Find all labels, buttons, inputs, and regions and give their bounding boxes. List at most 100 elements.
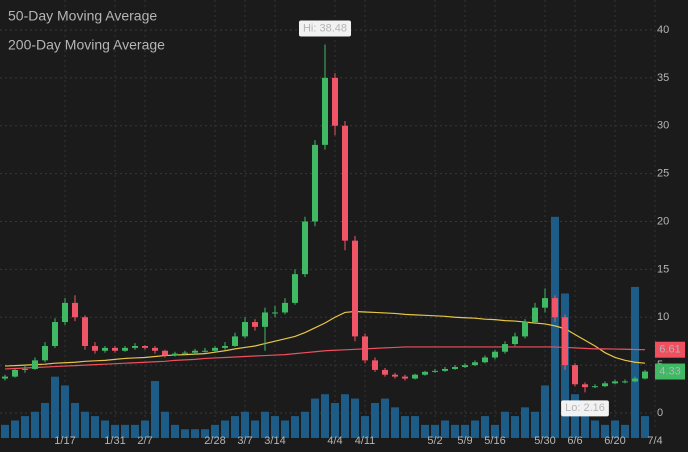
volume-bar [41, 402, 49, 438]
candle-body [622, 381, 628, 383]
price-tag-text: 6.61 [659, 344, 680, 356]
candle-body [392, 374, 398, 377]
volume-bar [271, 416, 279, 438]
volume-bar [601, 424, 609, 438]
volume-bar [11, 420, 19, 438]
low-annotation-box [561, 400, 609, 417]
candle-body [252, 322, 258, 327]
candle-body [412, 374, 418, 379]
candle-body [472, 362, 478, 366]
candle-body [612, 381, 618, 384]
volume-bar [181, 429, 189, 438]
volume-bar [501, 411, 509, 438]
volume-bar [121, 424, 129, 438]
y-tick-label: 0 [657, 407, 663, 419]
volume-bar [321, 394, 329, 438]
candle-body [262, 312, 268, 327]
y-tick-label: 20 [657, 215, 669, 227]
candle-body [222, 345, 228, 348]
candle-body [452, 367, 458, 369]
candle-body [342, 125, 348, 241]
x-tick-label: 4/4 [327, 435, 342, 447]
volume-bar [341, 394, 349, 438]
volume-bar [61, 385, 69, 438]
volume-bar [331, 402, 339, 438]
low-annotation: Lo: 2.16 [561, 400, 609, 417]
volume-bar [541, 385, 549, 438]
high-annotation: Hi: 38.48 [298, 20, 352, 37]
candle-body [232, 336, 238, 346]
price-tag [655, 363, 685, 380]
volume-bar [31, 411, 39, 438]
volume-bar [621, 424, 629, 438]
candle-body [322, 77, 328, 145]
y-tick-label: 40 [657, 24, 669, 36]
candle-body [92, 345, 98, 351]
candle-body [242, 322, 248, 337]
candle-body [112, 347, 118, 351]
ma-layer [4, 310, 646, 370]
candle-body [212, 347, 218, 351]
volume-bar [441, 420, 449, 438]
label-layer: 05101520253035401/171/312/72/283/73/144/… [8, 8, 685, 447]
candle-body [592, 386, 598, 388]
volume-bar [361, 416, 369, 438]
candle-body [482, 357, 488, 363]
candle-body [2, 376, 8, 379]
volume-bar [281, 420, 289, 438]
x-tick-label: 1/17 [54, 435, 75, 447]
candle-body [632, 378, 638, 382]
volume-bar [451, 424, 459, 438]
volume-bar [551, 216, 559, 438]
candle-body [462, 365, 468, 368]
x-tick-label: 3/7 [237, 435, 252, 447]
volume-bar [351, 398, 359, 438]
candle-body [202, 350, 208, 352]
candle-body [22, 368, 28, 370]
candle-body [362, 336, 368, 361]
volume-bar [401, 416, 409, 438]
candle-body [532, 307, 538, 323]
volume-bar [201, 429, 209, 438]
x-tick-label: 2/28 [204, 435, 225, 447]
volume-bar [381, 398, 389, 438]
candle-body [492, 351, 498, 358]
volume-bar [71, 402, 79, 438]
volume-bar [481, 416, 489, 438]
price-tag-text: 4.33 [659, 365, 680, 377]
candle-body [602, 383, 608, 387]
volume-bar [511, 416, 519, 438]
volume-bar [101, 420, 109, 438]
candle-body [122, 347, 128, 351]
x-tick-label: 5/30 [534, 435, 555, 447]
candle-body [182, 352, 188, 354]
high-annotation-box [298, 20, 352, 37]
low-annotation-text: Lo: 2.16 [565, 402, 605, 414]
volume-bar [171, 424, 179, 438]
candle-body [332, 77, 338, 126]
candle-body [432, 370, 438, 372]
y-tick-label: 25 [657, 168, 669, 180]
volume-bar [471, 420, 479, 438]
volume-bar [91, 416, 99, 438]
x-tick-label: 1/31 [104, 435, 125, 447]
volume-bar [641, 416, 649, 438]
candle-body [382, 369, 388, 375]
candle-body [512, 336, 518, 345]
candle-body [352, 240, 358, 337]
candle-body [172, 353, 178, 356]
candle-body [312, 144, 318, 222]
high-annotation-text: Hi: 38.48 [303, 22, 347, 34]
moving-average-line [4, 310, 646, 367]
candle-body [552, 298, 558, 318]
volume-bar [311, 398, 319, 438]
volume-bar [491, 424, 499, 438]
volume-bar [231, 416, 239, 438]
volume-bar [421, 424, 429, 438]
volume-bar [1, 424, 9, 438]
x-tick-label: 6/20 [604, 435, 625, 447]
y-tick-label: 15 [657, 263, 669, 275]
volume-bar [611, 420, 619, 438]
x-tick-label: 2/7 [137, 435, 152, 447]
volume-bar [261, 411, 269, 438]
